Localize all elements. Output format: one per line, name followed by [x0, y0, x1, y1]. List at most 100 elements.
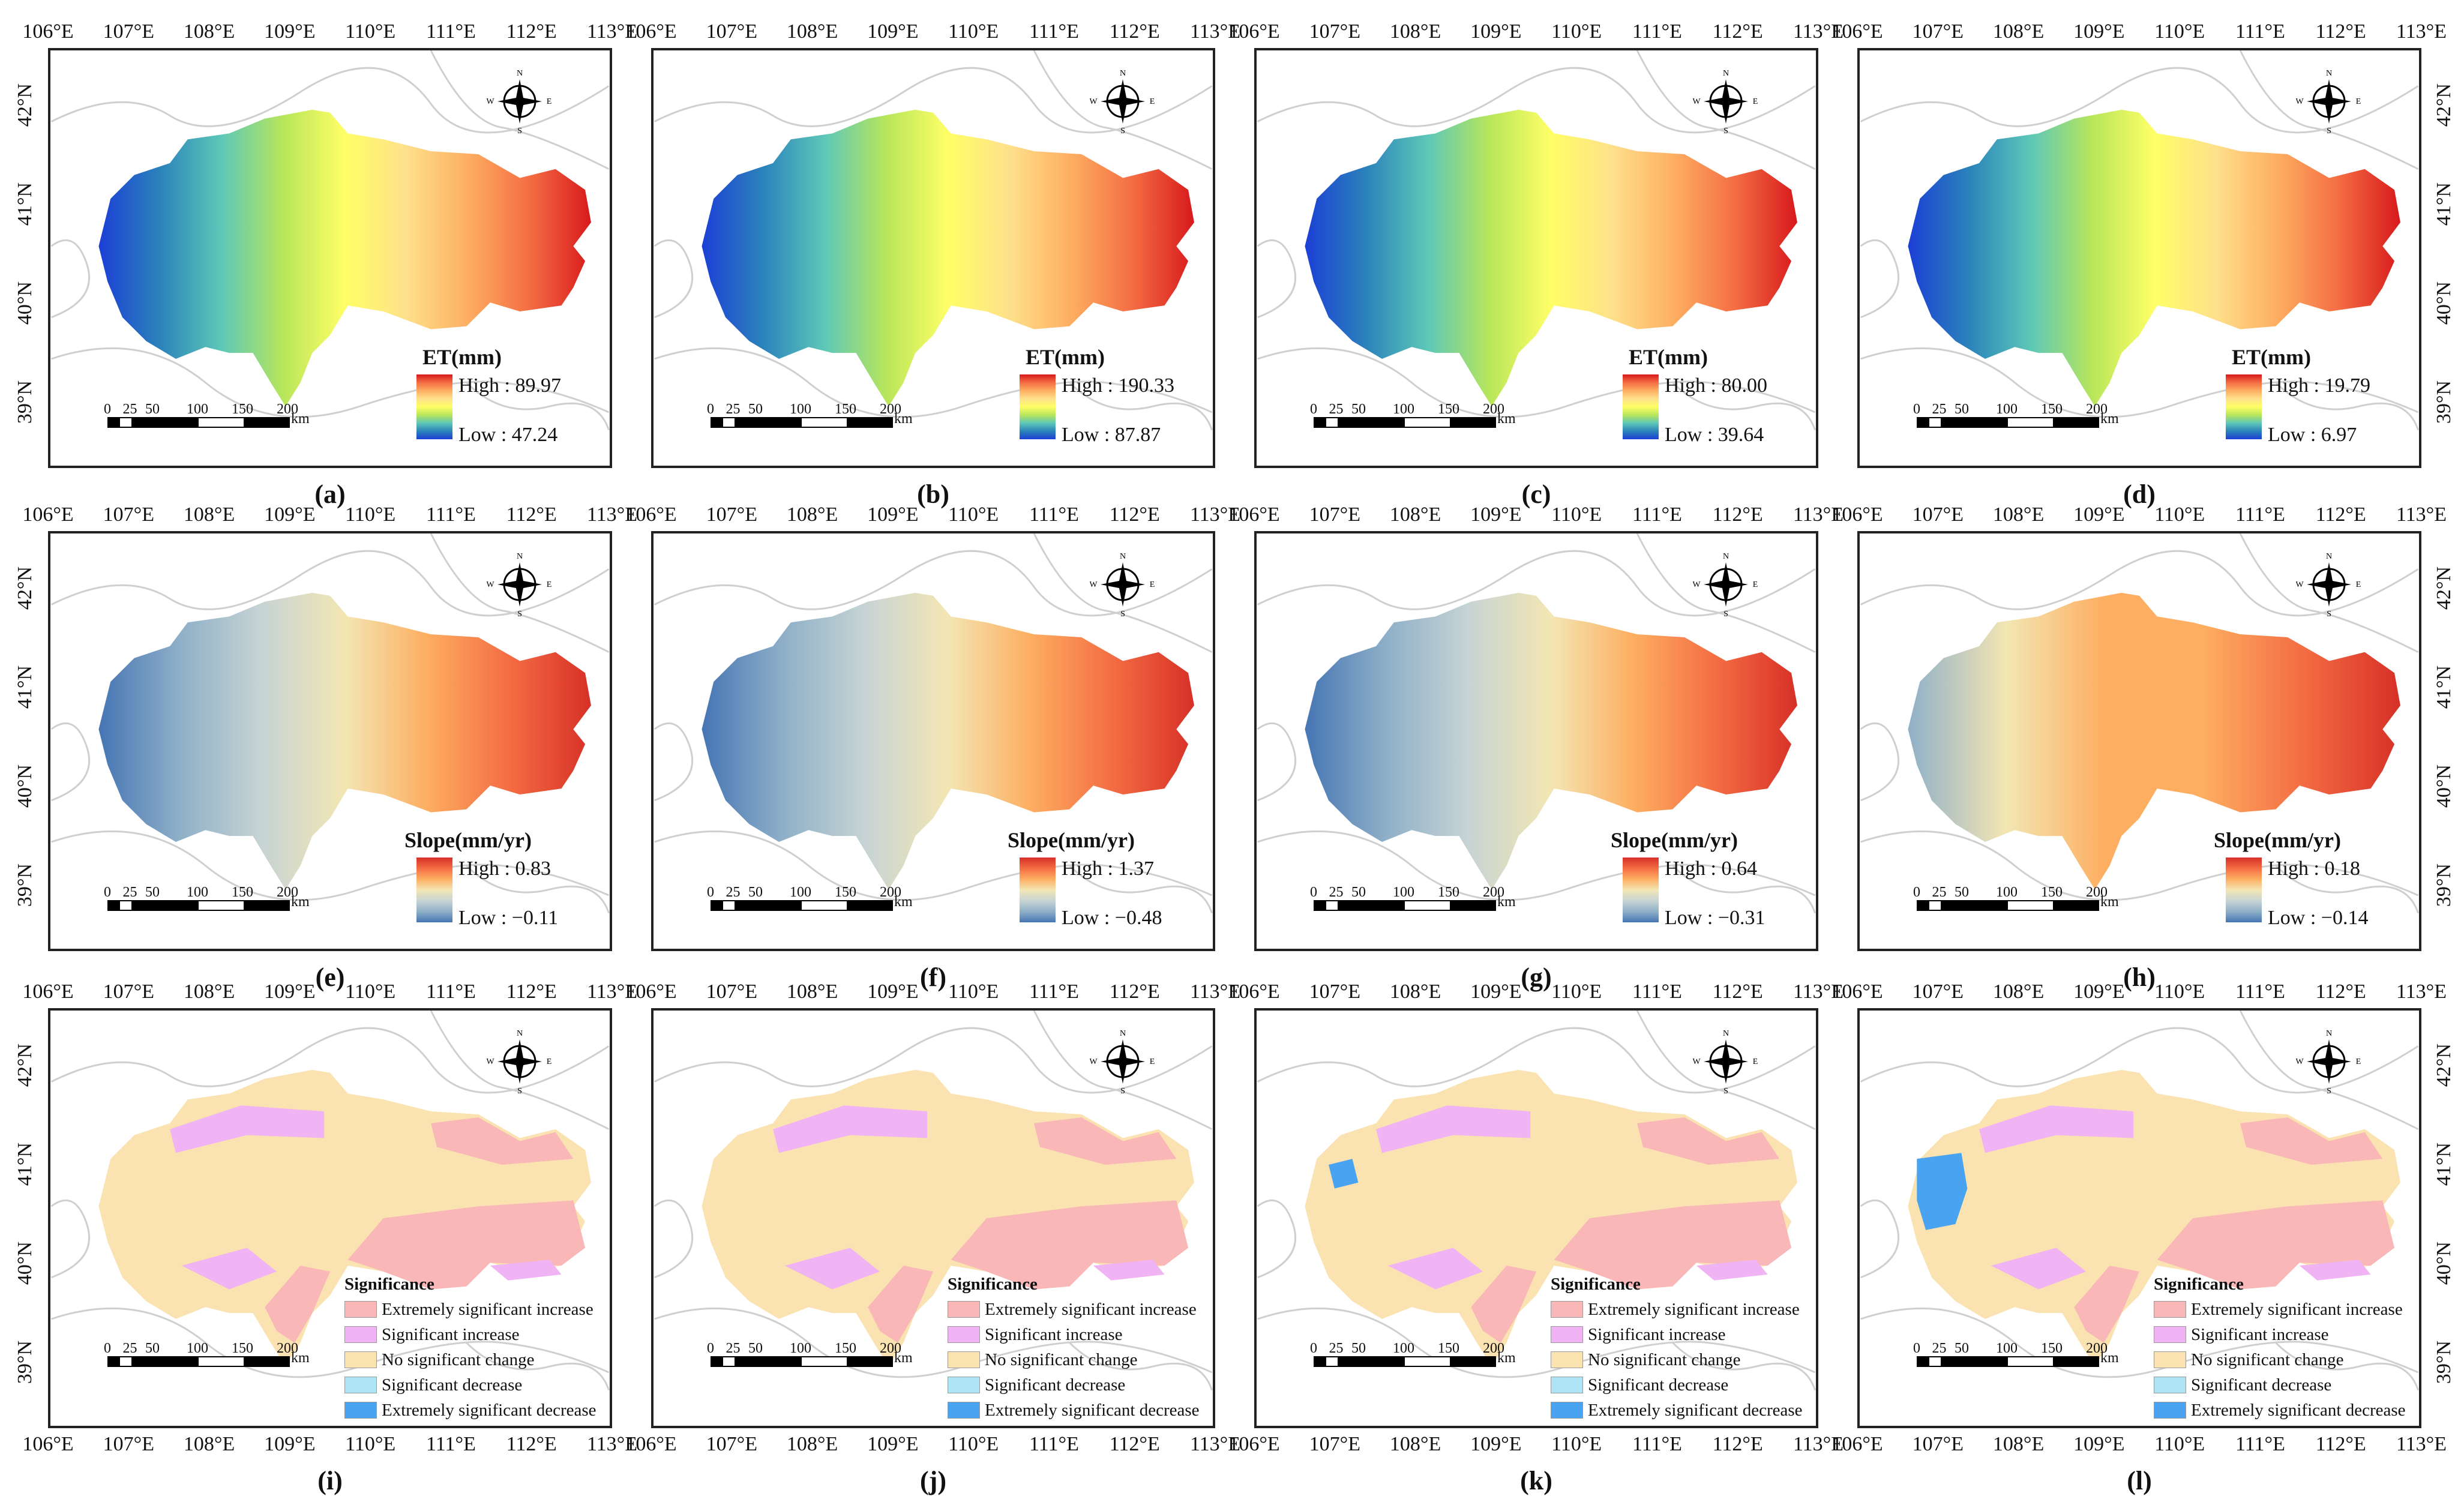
scale-bar-tick-label: 200 [880, 1341, 901, 1356]
longitude-tick-label: 113°E [2396, 1433, 2447, 1455]
longitude-tick-label: 107°E [103, 20, 154, 43]
scale-bar-segment [1315, 901, 1326, 910]
significance-region [490, 1260, 562, 1281]
scale-bar-segment [2008, 1357, 2053, 1366]
longitude-tick-label: 112°E [506, 981, 557, 1003]
longitude-tick-label: 111°E [1029, 1433, 1079, 1455]
map-canvas [1257, 50, 1816, 431]
longitude-tick-label: 112°E [506, 1433, 557, 1455]
legend-item: Extremely significant increase [1551, 1299, 1800, 1320]
scale-bar-tick-label: 150 [232, 401, 253, 417]
scale-bar-tick-label: 25 [726, 1341, 741, 1356]
scale-bar-segment [1929, 1357, 1941, 1366]
scale-bar: 0 25 50 100 150 200 km [707, 401, 927, 428]
latitude-tick-label: 41°N [2433, 1142, 2455, 1186]
scale-bar-tick-label: 100 [187, 885, 208, 900]
scale-bar-segment [2008, 418, 2053, 427]
longitude-tick-label: 110°E [2154, 981, 2205, 1003]
scale-bar-tick-label: 0 [104, 401, 111, 417]
scale-bar-graphic [1917, 1356, 2099, 1367]
basemap-boundary-line [1860, 550, 2419, 617]
scale-bar-segment [1952, 418, 2008, 427]
legend-swatch [948, 1326, 980, 1343]
longitude-tick-label: 107°E [1309, 981, 1360, 1003]
longitude-tick-label: 106°E [1228, 1433, 1280, 1455]
legend-title: Slope(mm/yr) [1611, 828, 1738, 852]
compass-label-e: E [1150, 97, 1155, 106]
scale-bar-segment [1918, 901, 1929, 910]
compass-label-n: N [1120, 69, 1126, 78]
basemap-boundary-line [1257, 1307, 1816, 1378]
scale-bar-graphic [107, 1356, 290, 1367]
compass-label-n: N [1723, 1029, 1729, 1038]
latitude-tick-label: 41°N [2433, 182, 2455, 226]
legend-title: ET(mm) [1629, 345, 1708, 369]
compass-label-n: N [517, 1029, 523, 1038]
north-arrow-compass: N S E W [486, 1029, 553, 1096]
legend-title: Slope(mm/yr) [404, 828, 532, 852]
map-canvas [654, 1011, 1213, 1391]
longitude-tick-label: 112°E [506, 20, 557, 43]
legend-title: Significance [1551, 1275, 1641, 1294]
scale-bar-tick-label: 25 [1329, 1341, 1344, 1356]
basemap-boundary-line [654, 550, 1213, 617]
longitude-tick-label: 106°E [1831, 981, 1883, 1003]
compass-icon: N S E W [2295, 69, 2361, 136]
scale-bar-unit: km [1497, 1350, 1516, 1366]
basemap-boundary-line [1636, 1011, 1816, 1131]
legend-swatch [948, 1301, 980, 1318]
scale-bar-tick-label: 200 [1483, 401, 1504, 417]
longitude-tick-label: 113°E [1189, 981, 1241, 1003]
compass-label-n: N [2326, 552, 2332, 561]
scale-bar-tick-label: 25 [122, 1341, 137, 1356]
legend-swatch [1551, 1301, 1583, 1318]
scale-bar-segment [199, 418, 244, 427]
legend-item-label: Extremely significant decrease [2191, 1400, 2406, 1420]
longitude-tick-label: 109°E [867, 981, 919, 1003]
longitude-tick-label: 113°E [1792, 1433, 1844, 1455]
compass-label-w: W [1693, 97, 1701, 106]
significance-region [2074, 1266, 2139, 1343]
scale-bar: 0 25 50 100 150 200 km [104, 1341, 323, 1367]
significance-region [1387, 1248, 1483, 1290]
scale-bar: 0 25 50 100 150 200 km [1913, 1341, 2133, 1367]
basemap-boundary-line [1069, 1342, 1213, 1391]
study-area-basin [1305, 109, 1797, 407]
legend-title: Significance [2154, 1275, 2244, 1294]
longitude-tick-label: 108°E [1992, 503, 2045, 526]
panel-caption: (k) [1520, 1466, 1552, 1495]
legend-item-label: No significant change [2191, 1350, 2344, 1369]
scale-bar-segment [142, 901, 199, 910]
longitude-tick-label: 106°E [1228, 503, 1280, 526]
basemap-boundary-line [1033, 1011, 1213, 1131]
legend-item: No significant change [2154, 1349, 2343, 1371]
scale-bar-segment [1450, 901, 1495, 910]
longitude-tick-label: 110°E [2154, 503, 2205, 526]
scale-bar-segment [847, 1357, 892, 1366]
scale-bar-tick-label: 25 [122, 885, 137, 900]
scale-bar-segment [802, 1357, 847, 1366]
legend-item: Extremely significant increase [948, 1299, 1197, 1320]
compass-label-w: W [1090, 580, 1098, 589]
scale-bar-segment [2053, 418, 2098, 427]
longitude-tick-label: 112°E [1712, 20, 1763, 43]
scale-bar-segment [1348, 418, 1405, 427]
scale-bar-tick-label: 150 [835, 401, 856, 417]
scale-bar-tick-label: 150 [1438, 1341, 1459, 1356]
legend-high-value: High : 1.37 [1062, 858, 1154, 880]
longitude-tick-label: 106°E [625, 503, 677, 526]
scale-bar-tick-label: 50 [748, 401, 763, 417]
longitude-tick-label: 113°E [1792, 503, 1844, 526]
scale-bar-segment [109, 418, 120, 427]
longitude-tick-label: 109°E [2073, 20, 2125, 43]
longitude-tick-label: 109°E [2073, 1433, 2125, 1455]
legend-swatch [2154, 1402, 2186, 1419]
legend-title: Significance [344, 1275, 434, 1294]
compass-label-w: W [2296, 580, 2304, 589]
compass-label-w: W [2296, 97, 2304, 106]
latitude-tick-label: 42°N [2433, 1043, 2455, 1087]
basemap-boundary-line [2239, 50, 2419, 170]
scale-bar-tick-label: 100 [1996, 1341, 2018, 1356]
legend-low-value: Low : 47.24 [458, 424, 558, 446]
longitude-tick-label: 108°E [1992, 1433, 2045, 1455]
